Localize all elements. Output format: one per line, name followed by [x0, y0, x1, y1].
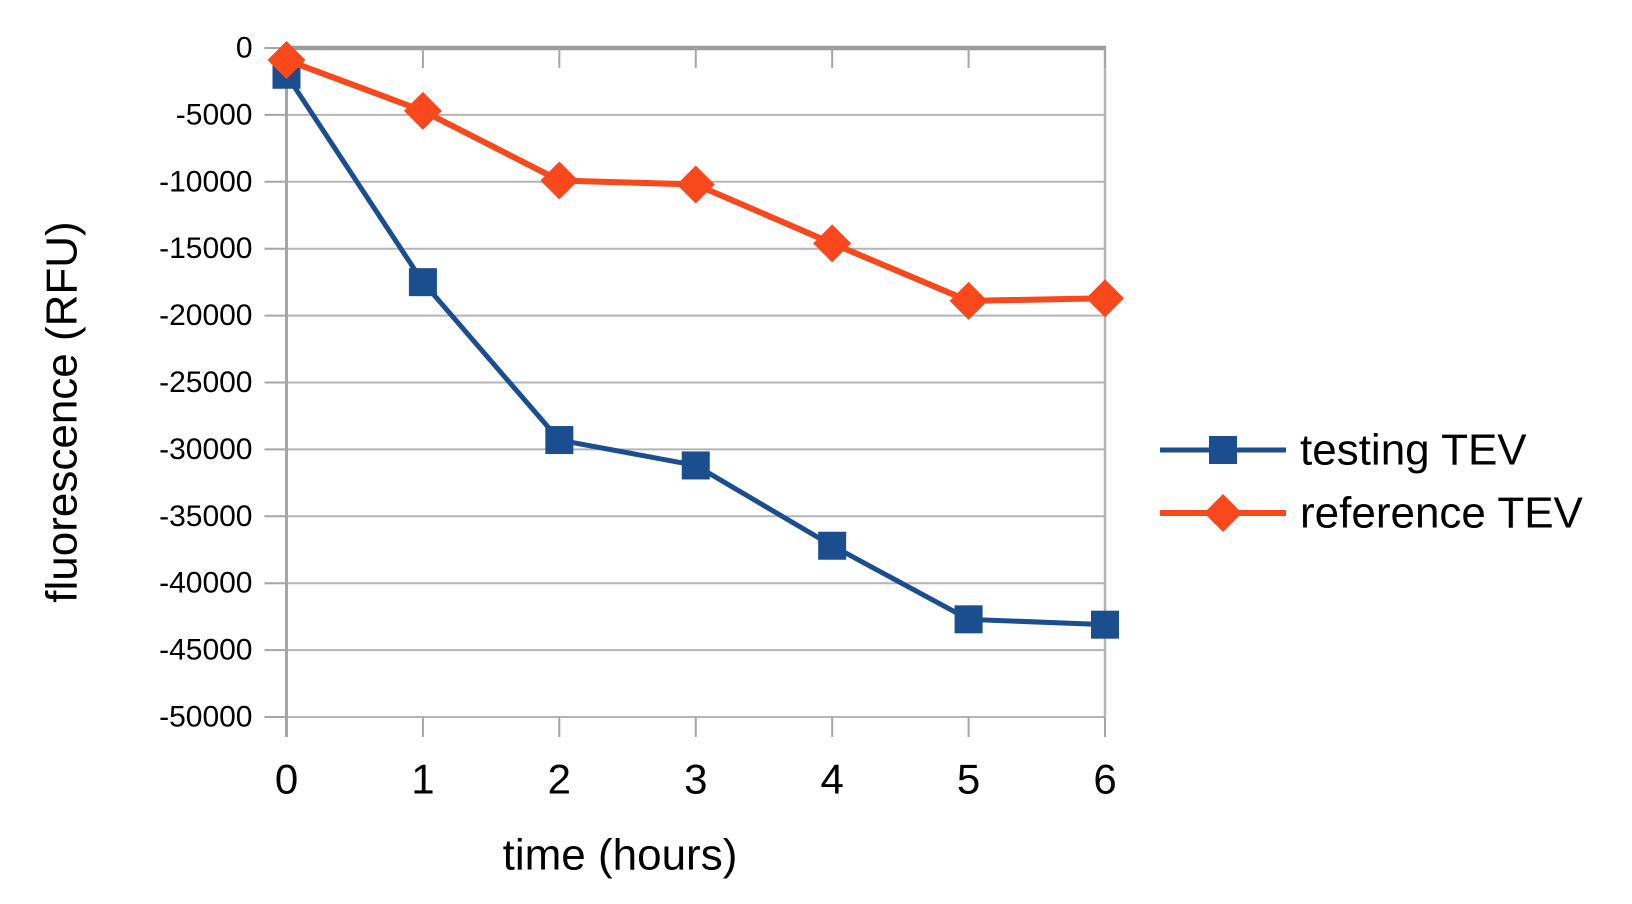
- data-point-testing-tev: [545, 426, 574, 455]
- data-point-reference-tev: [267, 41, 306, 80]
- y-tick-label: -35000: [159, 500, 252, 533]
- series-line-testing-tev: [284, 73, 1106, 628]
- series-testing-tev: [272, 60, 1119, 639]
- data-point-reference-tev: [540, 161, 579, 200]
- y-tick-label: -10000: [159, 165, 252, 198]
- data-point-reference-tev: [813, 224, 852, 263]
- y-tick-label: -45000: [159, 634, 252, 667]
- gridlines: [285, 45, 1106, 718]
- y-axis-title: fluorescence (RFU): [38, 221, 87, 602]
- x-axis-title: time (hours): [503, 831, 738, 880]
- legend-label-reference-tev: reference TEV: [1300, 489, 1584, 538]
- data-point-reference-tev: [403, 91, 442, 130]
- data-point-testing-tev: [818, 531, 847, 560]
- data-point-reference-tev: [676, 165, 715, 204]
- x-tick-label: 5: [957, 756, 980, 803]
- legend-marker-sample: [1209, 436, 1237, 464]
- x-tick-label: 3: [684, 756, 707, 803]
- data-point-reference-tev: [1086, 279, 1124, 318]
- data-series: [267, 41, 1124, 639]
- x-tick-label: 1: [411, 756, 434, 803]
- x-tick-label: 4: [820, 756, 843, 803]
- y-tick-label: -30000: [159, 433, 252, 466]
- data-point-testing-tev: [1091, 610, 1119, 639]
- y-tick-label: -40000: [159, 567, 252, 600]
- x-tick-labels: 0 1 2 3 4 5 6: [275, 756, 1117, 803]
- y-tick-label: -20000: [159, 299, 252, 332]
- legend: testing TEV reference TEV: [1160, 426, 1584, 538]
- x-tick-label: 2: [548, 756, 571, 803]
- x-tick-label: 6: [1093, 756, 1116, 803]
- legend-label-testing-tev: testing TEV: [1300, 426, 1527, 475]
- data-point-testing-tev: [681, 451, 710, 480]
- axis-ticks: [264, 47, 1106, 737]
- series-reference-tev: [267, 41, 1124, 320]
- y-tick-label: -5000: [176, 98, 253, 131]
- y-tick-label: -25000: [159, 366, 252, 399]
- legend-marker-reference-tev: [1160, 494, 1286, 532]
- legend-marker-sample: [1204, 494, 1242, 532]
- axis-lines: [285, 48, 1107, 737]
- y-tick-label: -15000: [159, 232, 252, 265]
- y-tick-label: -50000: [159, 701, 252, 734]
- data-point-testing-tev: [408, 268, 437, 297]
- x-tick-label: 0: [275, 756, 298, 803]
- y-tick-labels: 0 -5000 -10000 -15000 -20000 -25000 -30000 -350…: [159, 32, 252, 734]
- data-point-testing-tev: [954, 605, 983, 634]
- legend-marker-testing-tev: [1160, 436, 1286, 464]
- data-point-reference-tev: [949, 281, 988, 320]
- y-tick-label: 0: [236, 32, 253, 65]
